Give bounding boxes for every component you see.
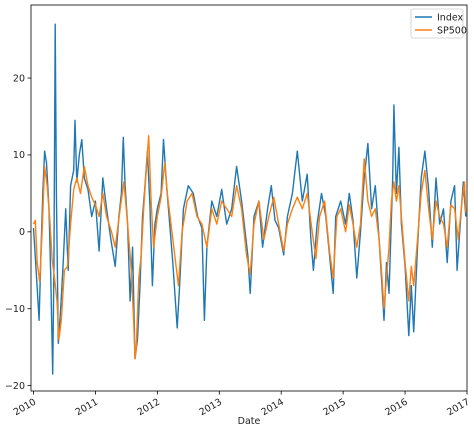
plot-lines: [32, 23, 467, 375]
x-axis-title: Date: [238, 416, 261, 427]
y-axis: −20 −10 0 10 20: [5, 73, 31, 392]
y-tick-label: 0: [19, 227, 25, 238]
y-tick-label: −10: [5, 304, 25, 315]
y-tick-label: 10: [13, 150, 25, 161]
legend-label-index: Index: [437, 13, 464, 24]
y-tick-label: 20: [13, 73, 25, 84]
series-line-index: [32, 23, 467, 375]
legend: Index SP500: [410, 8, 467, 39]
plot-frame: [30, 4, 468, 392]
x-axis: 2010 2011 2012 2013 2014 2015 2016 2017: [12, 391, 472, 418]
y-tick-label: −20: [5, 381, 25, 392]
legend-label-sp500: SP500: [437, 26, 467, 37]
series-line-sp500: [32, 135, 467, 360]
